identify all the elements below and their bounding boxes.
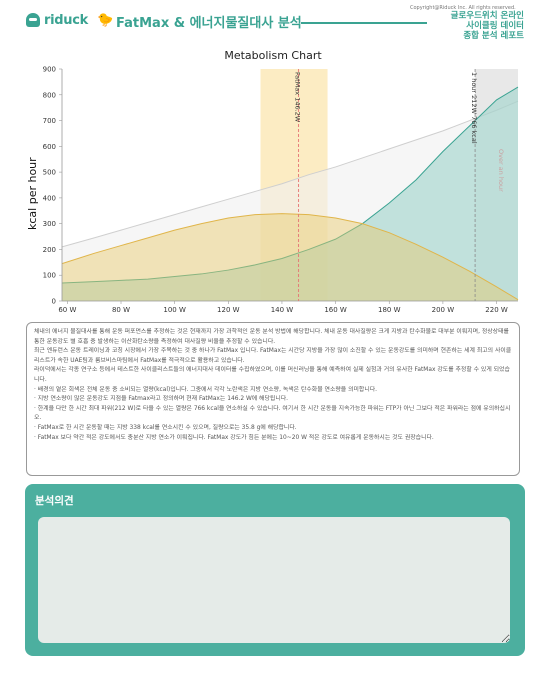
x-tick-label: 200 W bbox=[432, 306, 455, 314]
copyright-text: Copyright@Riduck Inc. All rights reserve… bbox=[410, 5, 516, 11]
carb-line bbox=[61, 86, 519, 284]
description-box: 체내의 에너지 물질대사를 통해 운동 퍼포먼스를 추정하는 것은 현재까지 가… bbox=[26, 322, 520, 476]
y-tick-label: 800 bbox=[43, 91, 56, 99]
x-tick-label: 220 W bbox=[485, 306, 508, 314]
x-tick-label: 160 W bbox=[324, 306, 347, 314]
x-tick-label: 60 W bbox=[58, 306, 76, 314]
description-bullet: · 배경의 옅은 회색은 전체 운동 중 소비되는 열량(kcal)입니다. 그… bbox=[34, 386, 378, 393]
riduck-logo[interactable]: riduck bbox=[26, 10, 88, 30]
opinion-textarea[interactable] bbox=[38, 517, 510, 643]
y-tick-label: 500 bbox=[43, 169, 56, 177]
description-bullet: · FatMax 보다 약간 적은 강도에서도 충분산 지방 연소가 이뤄집니다… bbox=[34, 434, 434, 441]
description-paragraph: 체내의 에너지 물질대사를 통해 운동 퍼포먼스를 추정하는 것은 현재까지 가… bbox=[34, 329, 509, 345]
y-tick-label: 900 bbox=[43, 66, 56, 74]
fat-area bbox=[62, 213, 518, 301]
y-tick-label: 200 bbox=[43, 246, 56, 254]
mascot-icon: 🐤 bbox=[97, 13, 114, 28]
y-tick-label: 100 bbox=[43, 272, 56, 280]
x-tick-label: 120 W bbox=[217, 306, 240, 314]
tagline-line: 사이클링 데이터 bbox=[466, 21, 524, 31]
chart-title: Metabolism Chart bbox=[224, 49, 322, 62]
y-tick-label: 400 bbox=[43, 194, 56, 202]
report-tagline: 글로우드위치 온라인 사이클링 데이터 종합 분석 레포트 bbox=[451, 11, 524, 41]
tagline-line: 종합 분석 레포트 bbox=[463, 31, 524, 41]
y-tick-label: 0 bbox=[52, 298, 56, 306]
fat-line bbox=[61, 213, 519, 301]
report-header: riduck 🐤 FatMax & 에너지물질대사 분석 Copyright@R… bbox=[0, 0, 546, 44]
opinion-panel: 분석의견 bbox=[25, 484, 525, 656]
description-paragraph: 라이덕에서는 각종 연구소 등에서 테스트한 사이클리스트들의 에너지대사 데이… bbox=[34, 367, 510, 383]
tagline-line: 글로우드위치 온라인 bbox=[450, 11, 524, 21]
carb-area bbox=[62, 87, 518, 301]
description-bullet: · FatMax로 한 시간 운동할 때는 지방 338 kcal를 연소시킨 … bbox=[34, 424, 297, 431]
report-title: FatMax & 에너지물질대사 분석 bbox=[116, 16, 302, 31]
fatmax-label: FatMax 146.2W bbox=[294, 72, 302, 123]
over-hour-label: Over an hour bbox=[497, 149, 505, 192]
duck-logo-icon bbox=[26, 13, 40, 27]
description-paragraph: 최근 엔듀런스 운동 트레이닝과 코칭 시장에서 가장 주목하는 것 중 하나가… bbox=[34, 348, 512, 364]
hour-label: 1 hour 212W 766 kcal bbox=[470, 72, 478, 144]
chart-plot: 0 100 200 300 400 500 600 700 800 900 60 W 80 W 100 … bbox=[43, 66, 519, 314]
x-tick-label: 140 W bbox=[271, 306, 294, 314]
x-tick-label: 100 W bbox=[163, 306, 186, 314]
y-tick-label: 700 bbox=[43, 117, 56, 125]
description-bullet: · 지방 연소량이 많은 운동강도 지점을 Fatmax라고 정의하며 현재 F… bbox=[34, 396, 289, 403]
title-underline bbox=[301, 22, 427, 24]
metabolism-chart: Metabolism Chart kcal per hour 0 100 200 30… bbox=[0, 44, 546, 314]
opinion-title: 분석의견 bbox=[35, 495, 74, 507]
total-line bbox=[61, 100, 519, 248]
y-tick-label: 300 bbox=[43, 220, 56, 228]
y-tick-label: 600 bbox=[43, 143, 56, 151]
description-bullet: · 한계을 다만 한 시간 최대 파워(212 W)로 타을 수 있는 열량은 … bbox=[34, 405, 511, 422]
x-tick-label: 180 W bbox=[378, 306, 401, 314]
x-tick-label: 80 W bbox=[112, 306, 130, 314]
logo-text: riduck bbox=[44, 12, 88, 28]
